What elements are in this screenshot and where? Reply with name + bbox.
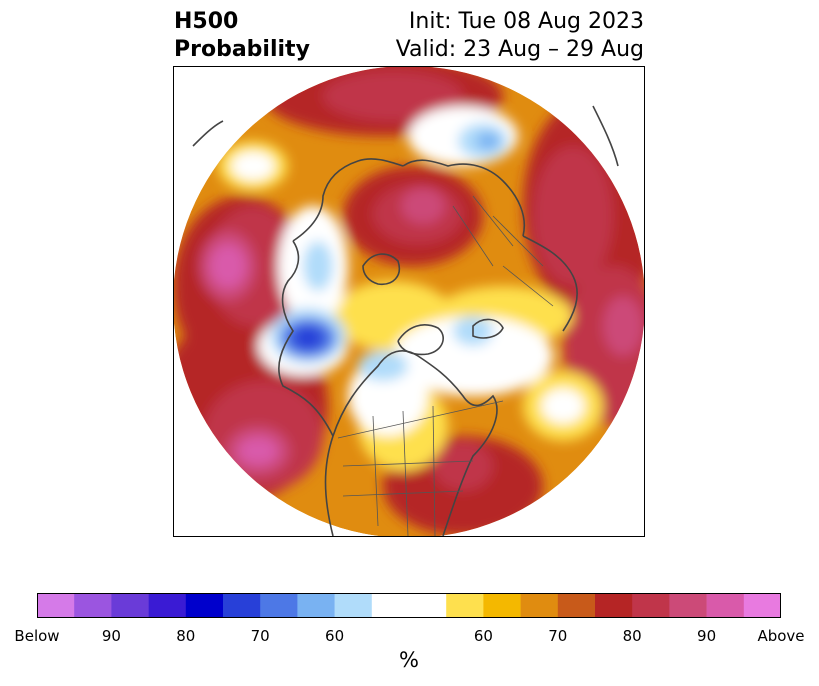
colorbar-tick-label: 60	[473, 627, 493, 645]
probability-field	[173, 66, 645, 537]
colorbar-tick-label: 70	[548, 627, 568, 645]
colorbar-segment	[669, 593, 707, 618]
colorbar-segment	[743, 593, 781, 618]
colorbar-tick-label: 60	[325, 627, 345, 645]
country-borders	[337, 195, 554, 537]
colorbar-segment	[446, 593, 484, 618]
colorbar-segment	[260, 593, 298, 618]
colorbar-unit: %	[399, 648, 419, 672]
title-line-1: H500	[174, 9, 239, 34]
colorbar-segment	[483, 593, 521, 618]
colorbar-border	[37, 593, 781, 618]
colorbar-tick-label: 90	[101, 627, 121, 645]
colorbar	[37, 593, 781, 618]
init-date: Init: Tue 08 Aug 2023	[408, 9, 644, 34]
colorbar-segment	[148, 593, 187, 618]
colorbar-segment	[706, 593, 745, 618]
map-border	[173, 66, 645, 537]
valid-range: Valid: 23 Aug – 29 Aug	[395, 37, 644, 62]
title-line-2: Probability	[174, 37, 310, 62]
colorbar-segment	[632, 593, 670, 618]
colorbar-tick-label: 70	[250, 627, 270, 645]
colorbar-segment	[185, 593, 224, 618]
colorbar-segment	[74, 593, 112, 618]
colorbar-segment	[334, 593, 373, 618]
colorbar-segment	[520, 593, 559, 618]
colorbar-segment	[371, 593, 447, 618]
colorbar-segment	[37, 593, 75, 618]
colorbar-tick-label: 80	[176, 627, 196, 645]
colorbar-segment	[557, 593, 596, 618]
colorbar-segment	[111, 593, 149, 618]
colorbar-tick-label: Below	[14, 627, 60, 645]
colorbar-segment	[297, 593, 335, 618]
colorbar-segment	[595, 593, 633, 618]
title-block: H500 Probability	[174, 8, 310, 64]
coastlines	[192, 105, 619, 537]
colorbar-segment	[223, 593, 261, 618]
probability-map	[173, 66, 645, 537]
colorbar-tick-label: 80	[622, 627, 642, 645]
colorbar-tick-label: 90	[697, 627, 717, 645]
colorbar-tick-label: Above	[757, 627, 805, 645]
date-block: Init: Tue 08 Aug 2023 Valid: 23 Aug – 29…	[396, 8, 644, 64]
